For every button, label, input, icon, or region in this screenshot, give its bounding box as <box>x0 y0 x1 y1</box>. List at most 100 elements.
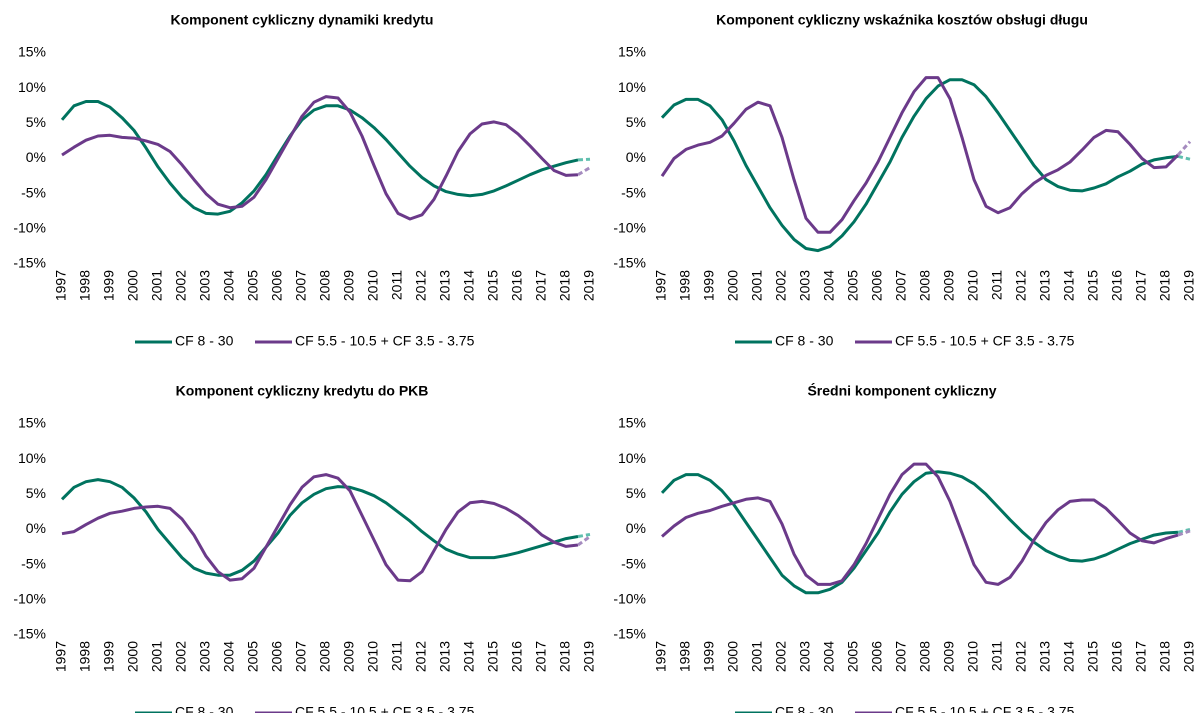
x-tick-label: 2006 <box>269 270 285 301</box>
x-tick-label: 2016 <box>509 641 525 672</box>
x-tick-label: 2018 <box>1157 641 1173 672</box>
x-tick-label: 2005 <box>845 270 861 301</box>
x-tick-label: 2011 <box>389 270 405 300</box>
x-tick-label: 2003 <box>797 270 813 301</box>
y-tick-label: -5% <box>21 555 46 571</box>
y-tick-label: 5% <box>626 485 646 501</box>
series-line <box>60 100 579 216</box>
y-tick-label: 15% <box>18 44 46 60</box>
x-tick-label: 2009 <box>941 641 957 672</box>
y-tick-label: 10% <box>18 450 46 466</box>
y-tick-label: -10% <box>613 220 646 236</box>
x-tick-label: 2007 <box>893 641 909 672</box>
x-tick-label: 2001 <box>749 641 765 672</box>
x-tick-label: 2019 <box>1181 270 1197 301</box>
chart-title: Średni komponent cykliczny <box>807 382 996 399</box>
x-tick-label: 2009 <box>941 270 957 301</box>
x-tick-label: 2008 <box>917 641 933 672</box>
x-tick-label: 2018 <box>557 270 573 301</box>
y-tick-label: -15% <box>613 626 646 642</box>
x-tick-label: 2011 <box>989 270 1005 300</box>
legend-label: CF 8 - 30 <box>175 333 234 349</box>
y-tick-label: 10% <box>618 79 646 95</box>
series-forecast <box>577 535 591 547</box>
x-tick-label: 1997 <box>653 641 669 672</box>
x-tick-label: 2007 <box>293 270 309 301</box>
y-tick-label: -5% <box>621 555 646 571</box>
x-tick-label: 2003 <box>797 641 813 672</box>
x-tick-label: 2014 <box>461 270 477 301</box>
x-tick-label: 2008 <box>917 270 933 301</box>
x-tick-label: 1997 <box>653 270 669 301</box>
x-tick-label: 2002 <box>773 270 789 301</box>
x-tick-label: 2013 <box>1037 641 1053 672</box>
x-tick-label: 2014 <box>1061 641 1077 672</box>
x-tick-label: 2006 <box>869 641 885 672</box>
x-tick-label: 2005 <box>245 270 261 301</box>
series-line <box>660 76 1180 234</box>
x-tick-label: 2017 <box>533 270 549 301</box>
series-forecast <box>1177 529 1191 537</box>
x-tick-label: 2015 <box>1085 641 1101 672</box>
chart-title: Komponent cykliczny wskaźnika kosztów ob… <box>716 12 1088 28</box>
y-tick-label: 0% <box>626 520 646 536</box>
x-tick-label: 2005 <box>245 641 261 672</box>
y-tick-label: 15% <box>618 415 646 431</box>
x-tick-label: 2002 <box>773 641 789 672</box>
legend-label: CF 5.5 - 10.5 + CF 3.5 - 3.75 <box>895 704 1075 713</box>
series-forecast <box>1177 528 1191 534</box>
x-tick-label: 2004 <box>221 270 237 301</box>
y-tick-label: 5% <box>626 114 646 130</box>
x-tick-label: 2004 <box>821 270 837 301</box>
x-tick-label: 2015 <box>485 641 501 672</box>
x-tick-label: 2009 <box>341 641 357 672</box>
x-tick-label: 2001 <box>149 270 165 301</box>
x-tick-label: 2009 <box>341 270 357 301</box>
y-tick-label: 0% <box>26 149 46 165</box>
x-tick-label: 2016 <box>1109 270 1125 301</box>
x-tick-label: 2015 <box>1085 270 1101 301</box>
series-forecast <box>577 157 591 162</box>
y-tick-label: -5% <box>621 184 646 200</box>
legend-label: CF 5.5 - 10.5 + CF 3.5 - 3.75 <box>295 704 475 713</box>
y-tick-label: -15% <box>13 255 46 271</box>
x-tick-label: 1998 <box>77 270 93 301</box>
x-tick-label: 2004 <box>221 641 237 672</box>
x-tick-label: 2002 <box>173 270 189 301</box>
series-forecast <box>577 532 591 539</box>
x-tick-label: 2013 <box>437 270 453 301</box>
y-tick-label: 10% <box>618 450 646 466</box>
chart-title: Komponent cykliczny kredytu do PKB <box>176 383 429 399</box>
legend-label: CF 8 - 30 <box>175 704 234 713</box>
x-tick-label: 2016 <box>509 270 525 301</box>
x-tick-label: 2014 <box>461 641 477 672</box>
x-tick-label: 2006 <box>869 270 885 301</box>
legend-label: CF 8 - 30 <box>775 333 834 349</box>
series-forecast <box>577 166 591 176</box>
x-tick-label: 2011 <box>989 641 1005 671</box>
y-tick-label: 0% <box>626 149 646 165</box>
x-tick-label: 2013 <box>1037 270 1053 301</box>
x-tick-label: 2012 <box>1013 641 1029 672</box>
x-tick-label: 2012 <box>413 641 429 672</box>
y-tick-label: -10% <box>13 220 46 236</box>
x-tick-label: 2019 <box>581 270 597 301</box>
x-tick-label: 2008 <box>317 270 333 301</box>
x-tick-label: 2003 <box>197 641 213 672</box>
x-tick-label: 2019 <box>1181 641 1197 672</box>
y-tick-label: 5% <box>26 485 46 501</box>
x-tick-label: 2017 <box>1133 641 1149 672</box>
legend-label: CF 5.5 - 10.5 + CF 3.5 - 3.75 <box>295 333 475 349</box>
y-tick-label: 15% <box>618 44 646 60</box>
x-tick-label: 2007 <box>893 270 909 301</box>
x-tick-label: 2006 <box>269 641 285 672</box>
x-tick-label: 2001 <box>749 270 765 301</box>
series-line <box>61 473 579 583</box>
x-tick-label: 2008 <box>317 641 333 672</box>
x-tick-label: 2003 <box>197 270 213 301</box>
x-tick-label: 2015 <box>485 270 501 301</box>
y-tick-label: -10% <box>613 591 646 607</box>
series-line <box>660 78 1179 253</box>
series-forecast <box>1177 154 1191 161</box>
x-tick-label: 2017 <box>1133 270 1149 301</box>
